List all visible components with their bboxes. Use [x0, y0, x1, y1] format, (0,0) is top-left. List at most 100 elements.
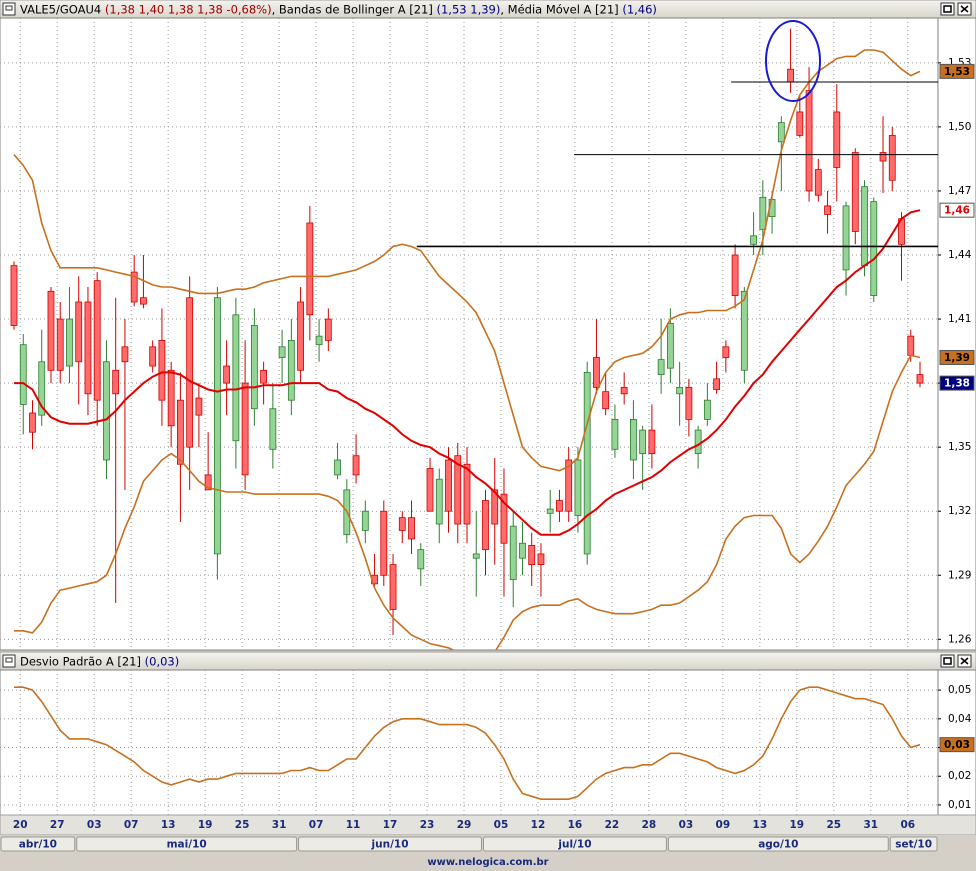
candle-body: [269, 408, 277, 450]
y-tick-label: 0,01: [948, 799, 971, 811]
candle-body: [842, 205, 850, 271]
candle-body: [805, 90, 813, 192]
candle-body: [149, 346, 157, 367]
candle-body: [29, 412, 36, 433]
y-tick-label: 1,29: [948, 569, 971, 581]
value-tag-label: 1,38: [944, 378, 970, 390]
y-tick-label: 0,02: [948, 770, 971, 782]
y-tick-label: 1,47: [948, 185, 971, 197]
candle-body: [491, 489, 499, 525]
candle-body: [888, 135, 896, 181]
x-tick-label: 03: [679, 819, 694, 831]
x-tick-label: 28: [642, 819, 657, 831]
value-tag: [939, 737, 975, 753]
candle-body: [639, 429, 647, 454]
x-tick-label: 22: [605, 819, 620, 831]
candle-body: [75, 301, 83, 363]
x-tick-label: 27: [50, 819, 65, 831]
candle-body: [250, 325, 258, 410]
month-box: [298, 836, 482, 852]
indicator-plot-area: [0, 669, 939, 816]
panel-icon-glyph: [5, 657, 13, 663]
candle-body: [306, 222, 314, 316]
panel-icon-glyph: [5, 5, 13, 11]
title-part: , Média Móvel A [21]: [500, 2, 622, 16]
y-tick-label: 1,44: [948, 249, 972, 261]
month-box: [667, 836, 889, 852]
candle-body: [241, 382, 249, 476]
month-label: abr/10: [19, 839, 57, 851]
candle-body: [426, 468, 434, 512]
candle-body: [546, 508, 554, 514]
candle-body: [703, 399, 711, 420]
candle-body: [556, 500, 563, 512]
candle-body: [630, 419, 637, 461]
title-part: (0,03): [145, 654, 180, 668]
x-tick-label: 20: [13, 819, 28, 831]
x-tick-label: 16: [568, 819, 583, 831]
x-tick-label: 07: [309, 819, 324, 831]
x-tick-label: 13: [161, 819, 176, 831]
maximize-button[interactable]: [940, 2, 955, 16]
candle-body: [445, 459, 452, 512]
candle-body: [361, 510, 369, 531]
y-tick-label: 1,35: [948, 441, 971, 453]
candle-body: [482, 500, 489, 551]
x-tick-label: 13: [753, 819, 768, 831]
footer: www.nelogica.com.br: [427, 857, 548, 868]
candle-body: [537, 553, 545, 565]
x-tick-label: 06: [900, 819, 915, 831]
x-tick-label: 07: [124, 819, 139, 831]
candle-body: [324, 318, 332, 341]
value-tag-label: 0,03: [944, 739, 970, 751]
maximize-button[interactable]: [940, 654, 955, 668]
candle-body: [287, 340, 295, 401]
candle-body: [380, 510, 388, 576]
indicator-plot: [0, 670, 938, 815]
candle-body: [56, 318, 64, 371]
series-line: [13, 49, 921, 472]
value-tag: [939, 202, 975, 218]
y-tick-label: 1,50: [948, 121, 971, 133]
x-tick-label: 09: [716, 819, 731, 831]
title-part: VALE5/GOAU4: [20, 2, 105, 16]
value-tag-label: 1,53: [944, 66, 970, 78]
candle-body: [574, 459, 582, 516]
candle-body: [565, 459, 573, 512]
candle-body: [907, 335, 915, 356]
candle-body: [84, 301, 92, 395]
candle-body: [509, 525, 517, 580]
candle-body: [186, 297, 194, 448]
x-tick-label: 03: [87, 819, 102, 831]
candle-body: [204, 474, 212, 491]
title-part: (1,46): [622, 2, 657, 16]
candle-body: [870, 201, 878, 296]
month-box: [0, 836, 76, 852]
candle-body: [417, 549, 425, 570]
candle-body: [740, 290, 748, 371]
panel-icon[interactable]: [2, 654, 16, 668]
candle-body: [750, 235, 757, 245]
maximize-glyph: [943, 5, 952, 13]
series-line: [14, 354, 921, 650]
panel-title: Desvio Padrão A [21] (0,03): [20, 654, 179, 668]
title-part: Desvio Padrão A [21]: [20, 654, 145, 668]
series-line: [14, 686, 921, 800]
x-tick-label: 19: [198, 819, 213, 831]
panel-icon[interactable]: [2, 2, 16, 16]
candle-body: [620, 386, 628, 395]
title-part: (1,38 1,40 1,38 1,38 -0,68%): [105, 2, 272, 16]
candle-body: [103, 361, 110, 461]
candle-body: [916, 374, 924, 384]
candle-body: [158, 340, 166, 401]
candle-body: [297, 301, 304, 371]
title-part: (1,53 1,39): [437, 2, 501, 16]
candle-body: [879, 152, 887, 162]
candle-body: [657, 359, 665, 375]
candle-body: [260, 369, 268, 384]
candle-body: [731, 254, 739, 296]
candle-body: [583, 372, 591, 555]
month-box: [889, 836, 938, 852]
candle-body: [602, 391, 610, 410]
